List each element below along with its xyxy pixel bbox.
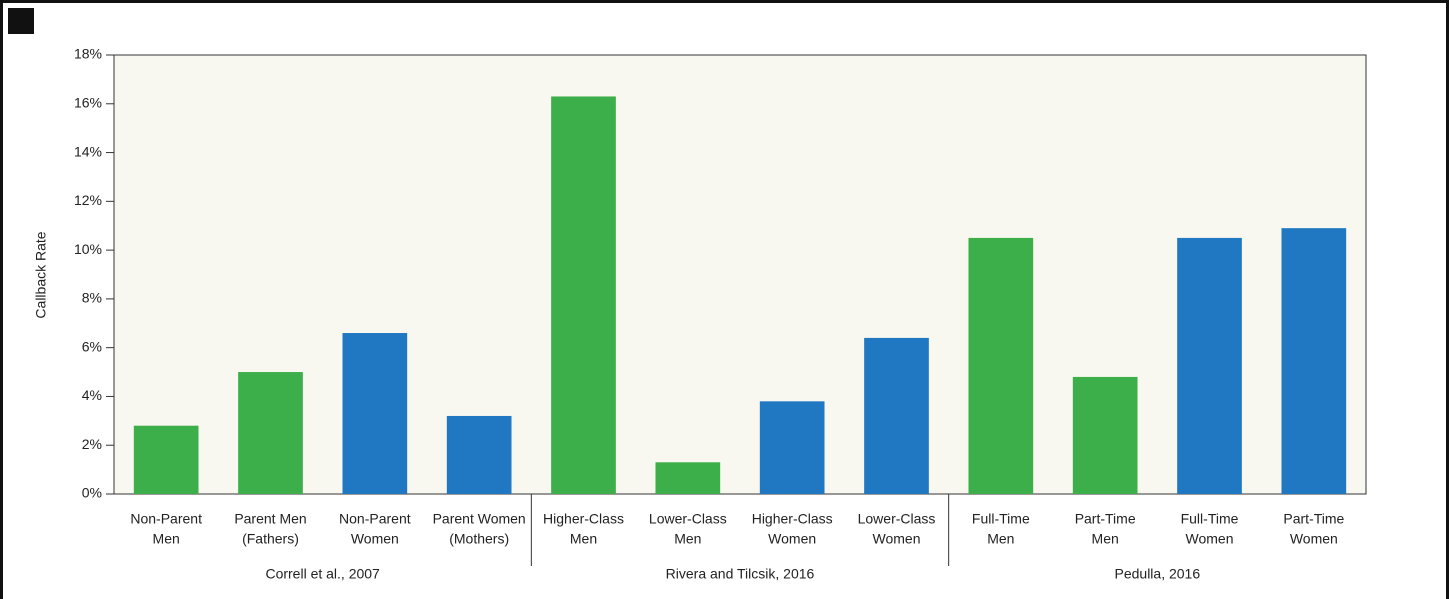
corner-box bbox=[8, 8, 34, 34]
x-tick-label: Full-Time bbox=[972, 511, 1030, 527]
x-tick-label: Part-Time bbox=[1075, 511, 1136, 527]
x-tick-label: Lower-Class bbox=[649, 511, 727, 527]
y-tick-label: 10% bbox=[74, 241, 102, 257]
x-tick-label: Women bbox=[351, 531, 399, 547]
y-axis-label: Callback Rate bbox=[33, 231, 49, 318]
x-tick-label: Men bbox=[153, 531, 180, 547]
x-tick-label: Men bbox=[1092, 531, 1119, 547]
y-tick-label: 16% bbox=[74, 94, 102, 110]
bar bbox=[1281, 228, 1347, 494]
plot-area bbox=[113, 54, 1367, 495]
y-tick-label: 14% bbox=[74, 143, 102, 159]
y-tick-label: 18% bbox=[74, 46, 102, 62]
bar bbox=[759, 401, 825, 494]
x-tick-label: Higher-Class bbox=[752, 511, 833, 527]
x-tick-label: Men bbox=[570, 531, 597, 547]
frame-left bbox=[0, 0, 3, 599]
x-tick-label: Men bbox=[674, 531, 701, 547]
y-tick-label: 8% bbox=[82, 290, 102, 306]
bar bbox=[551, 96, 616, 494]
bar bbox=[1072, 376, 1138, 494]
x-tick-label: (Fathers) bbox=[242, 531, 299, 547]
group-label: Correll et al., 2007 bbox=[265, 566, 380, 582]
bar bbox=[655, 462, 721, 494]
x-tick-label: Parent Women bbox=[433, 511, 526, 527]
x-tick-label: Women bbox=[1186, 531, 1234, 547]
x-tick-label: Women bbox=[768, 531, 816, 547]
bar bbox=[1177, 237, 1242, 494]
x-tick-label: Non-Parent bbox=[339, 511, 411, 527]
group-label: Pedulla, 2016 bbox=[1115, 566, 1201, 582]
frame-top bbox=[0, 0, 1449, 3]
x-tick-label: Part-Time bbox=[1283, 511, 1344, 527]
x-tick-label: Non-Parent bbox=[130, 511, 202, 527]
y-tick-label: 12% bbox=[74, 192, 102, 208]
x-tick-label: Full-Time bbox=[1181, 511, 1239, 527]
bar bbox=[342, 333, 408, 494]
x-tick-label: Men bbox=[987, 531, 1014, 547]
bar bbox=[968, 237, 1034, 494]
x-tick-label: Women bbox=[873, 531, 921, 547]
y-tick-label: 4% bbox=[82, 387, 102, 403]
bar bbox=[864, 337, 929, 494]
group-label: Rivera and Tilcsik, 2016 bbox=[666, 566, 815, 582]
x-tick-label: Parent Men bbox=[234, 511, 306, 527]
y-tick-label: 0% bbox=[82, 485, 102, 501]
x-tick-label: Women bbox=[1290, 531, 1338, 547]
frame-right bbox=[1446, 0, 1449, 599]
x-tick-label: Lower-Class bbox=[858, 511, 936, 527]
bar bbox=[133, 425, 199, 494]
x-tick-label: (Mothers) bbox=[449, 531, 509, 547]
bar bbox=[238, 372, 303, 494]
bar bbox=[446, 415, 512, 494]
x-tick-label: Higher-Class bbox=[543, 511, 624, 527]
y-tick-label: 6% bbox=[82, 338, 102, 354]
y-tick-label: 2% bbox=[82, 436, 102, 452]
